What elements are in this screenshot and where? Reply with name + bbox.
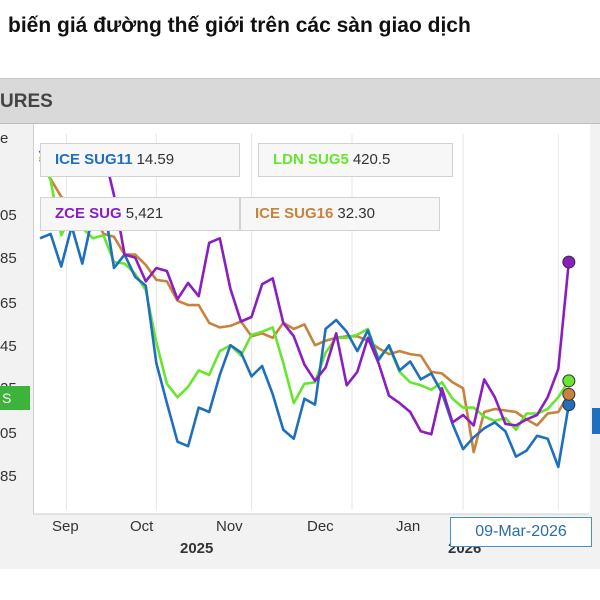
year-label: 2025 [180, 540, 214, 557]
page-caption: biến giá đường thế giới trên các sàn gia… [8, 14, 471, 37]
panel-header: URES [0, 79, 600, 124]
legend-value: 14.59 [136, 151, 175, 168]
y-axis-cut-label: e [0, 130, 9, 147]
legend-label: ICE SUG16 [255, 205, 334, 222]
legend-value: 420.5 [352, 151, 391, 168]
endpoint-marker-zce-sug [562, 255, 576, 269]
legend-value: 5,421 [125, 205, 164, 222]
legend-label: LDN SUG5 [273, 151, 349, 168]
y-tick-label: 65 [0, 295, 17, 312]
x-tick-label: Nov [216, 518, 243, 535]
legend-ice-sug11[interactable]: ICE SUG11 14.59 [40, 143, 240, 177]
legend-ldn-sug5[interactable]: LDN SUG5 420.5 [258, 143, 453, 177]
legend-zce-sug[interactable]: ZCE SUG 5,421 [40, 197, 240, 231]
y-tick-label: 05 [0, 207, 17, 224]
series-line-zce-sug [38, 145, 571, 436]
y-tick-label: 85 [0, 250, 17, 267]
legend-ice-sug16[interactable]: ICE SUG16 32.30 [240, 197, 440, 231]
x-tick-label: Dec [307, 518, 334, 535]
y-tick-label: 05 [0, 425, 17, 442]
x-tick-label: Jan [396, 518, 421, 535]
legend-label: ICE SUG11 [55, 151, 133, 168]
endpoint-marker-ice-sug16 [562, 387, 576, 401]
x-tick-label: Oct [130, 518, 154, 535]
series-line-ice-sug11 [39, 199, 571, 469]
panel-title: URES [0, 91, 53, 112]
x-tick-label: Sep [52, 518, 79, 535]
current-value-badge: S [0, 386, 30, 410]
y-tick-label: 45 [0, 338, 17, 355]
endpoint-marker-ldn-sug5 [562, 374, 576, 388]
y-tick-label: 85 [0, 468, 17, 485]
plot-area[interactable] [33, 124, 590, 514]
legend-value: 32.30 [337, 205, 375, 222]
date-tooltip: 09-Mar-2026 [450, 517, 592, 547]
right-axis-marker [592, 408, 600, 434]
legend-label: ZCE SUG [55, 205, 122, 222]
series-line-ldn-sug5 [38, 156, 570, 432]
